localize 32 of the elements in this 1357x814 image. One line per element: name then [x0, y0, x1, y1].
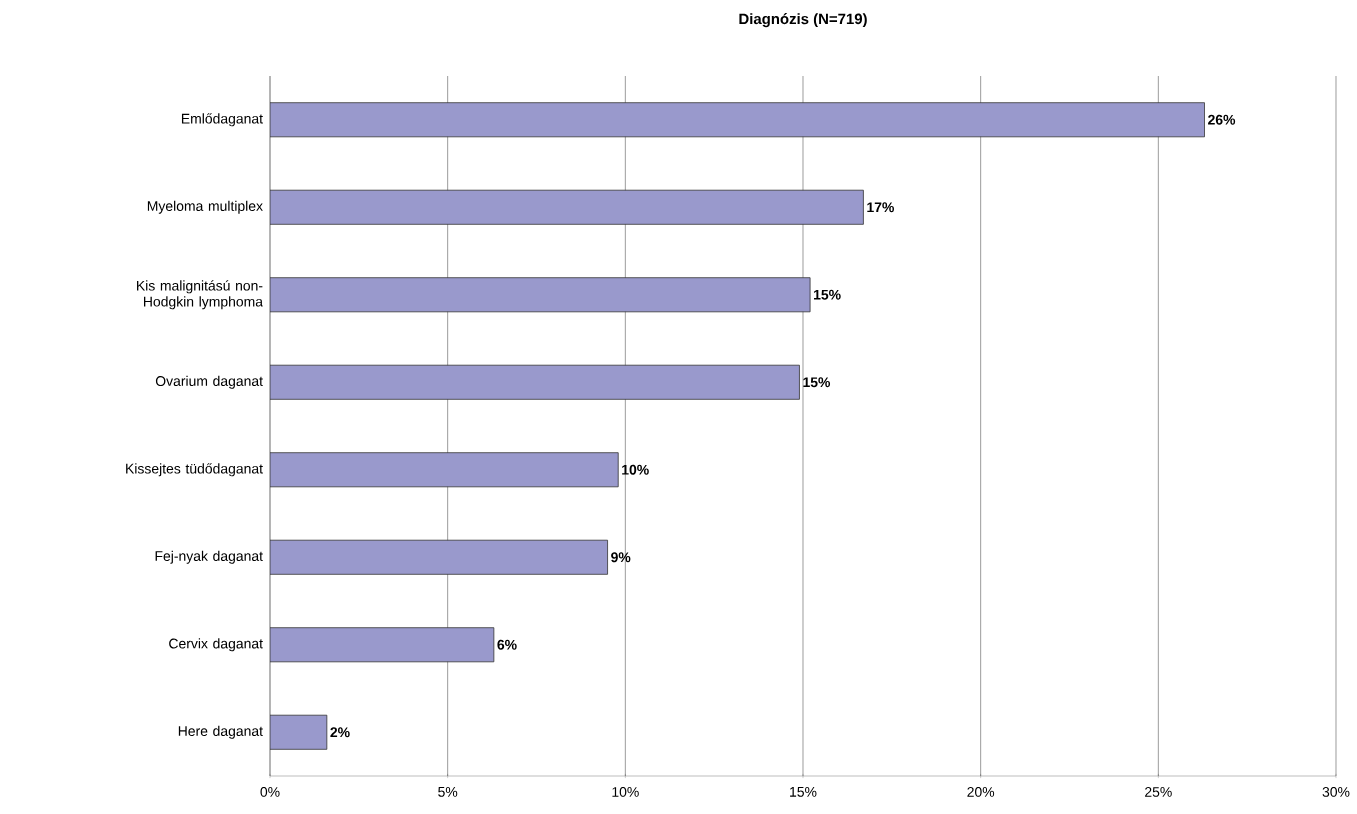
- x-tick-label: 10%: [612, 786, 639, 797]
- x-tick-label: 15%: [790, 786, 817, 797]
- x-tick-label: 25%: [1145, 786, 1172, 797]
- y-tick-label: Kis malignitású non-Hodgkin lymphoma: [137, 280, 264, 310]
- data-label: 17%: [867, 202, 894, 213]
- bar: [270, 277, 811, 313]
- chart-title: Diagnózis (N=719): [739, 13, 867, 28]
- data-label: 10%: [622, 464, 649, 475]
- data-label: 15%: [814, 289, 841, 300]
- bar: [270, 364, 800, 400]
- y-tick-label: Kissejtes tüdődaganat: [126, 463, 263, 477]
- y-tick-label: Cervix daganat: [169, 638, 263, 652]
- y-tick-label: Ovarium daganat: [155, 375, 263, 389]
- x-tick-label: 30%: [1322, 786, 1350, 797]
- bar: [270, 539, 608, 575]
- data-label: 2%: [330, 727, 350, 738]
- data-label: 26%: [1208, 114, 1236, 125]
- bar: [270, 189, 864, 225]
- y-tick-label: Emlődaganat: [181, 113, 263, 127]
- x-tick-label: 20%: [967, 786, 995, 797]
- data-label: 9%: [611, 552, 631, 563]
- data-label: 6%: [497, 639, 517, 650]
- bar: [270, 452, 619, 488]
- y-tick-label: Myeloma multiplex: [147, 200, 263, 214]
- data-label: 15%: [803, 377, 831, 388]
- bar: [270, 714, 328, 750]
- x-tick-label: 0%: [260, 786, 280, 797]
- bar: [270, 627, 495, 663]
- x-tick-label: 5%: [438, 786, 458, 797]
- bar: [270, 102, 1205, 138]
- y-tick-label: Here daganat: [178, 725, 263, 739]
- y-tick-label: Fej-nyak daganat: [155, 550, 263, 564]
